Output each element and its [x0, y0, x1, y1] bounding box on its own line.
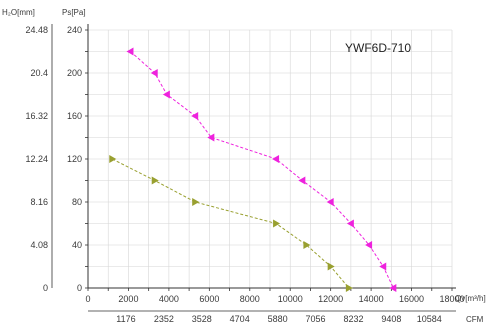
chart-title: YWF6D-710 — [345, 41, 411, 55]
x2-tick-label: 4704 — [230, 314, 250, 324]
series-2-point — [327, 262, 335, 271]
y-tick-label: 200 — [67, 68, 82, 78]
y-tick-label: 80 — [72, 197, 82, 207]
x2-axis-label: CFM — [466, 315, 484, 324]
series-1-point — [346, 219, 354, 228]
y2-tick-label: 8.16 — [30, 197, 48, 207]
y-tick-label: 40 — [72, 240, 82, 250]
x2-tick-label: 3528 — [192, 314, 212, 324]
axes — [51, 24, 456, 312]
series-2-point — [345, 284, 353, 292]
y2-tick-label: 24.48 — [25, 25, 48, 35]
y-axis-label: Ps[Pa] — [62, 8, 86, 17]
x-tick-label: 12000 — [318, 294, 343, 304]
y-tick-label: 0 — [77, 283, 82, 293]
x2-tick-label: 5880 — [268, 314, 288, 324]
series-2-point — [151, 176, 159, 185]
series-1-point — [150, 69, 158, 77]
series-1-point — [126, 47, 134, 56]
series-line-1 — [130, 51, 394, 289]
y-tick-label: 120 — [67, 154, 82, 164]
x2-tick-label: 10584 — [417, 314, 442, 324]
x-tick-label: 0 — [85, 294, 90, 304]
y2-tick-label: 4.08 — [30, 240, 48, 250]
series-layer — [109, 47, 397, 292]
series-2-point — [273, 219, 281, 228]
series-1-point — [389, 284, 397, 292]
x-tick-label: 4000 — [159, 294, 179, 304]
x2-tick-label: 2352 — [154, 314, 174, 324]
x-tick-label: 6000 — [199, 294, 219, 304]
series-1-point — [379, 262, 387, 271]
x-tick-label: 18000 — [439, 294, 464, 304]
x2-tick-label: 9408 — [381, 314, 401, 324]
x2-tick-label: 7056 — [306, 314, 326, 324]
x-tick-label: 16000 — [399, 294, 424, 304]
x-tick-label: 10000 — [278, 294, 303, 304]
y-tick-label: 240 — [67, 25, 82, 35]
x-tick-label: 2000 — [118, 294, 138, 304]
labels: 0 2000 4000 6000 8000 10000 12000 14000 16000 180… — [25, 25, 464, 324]
series-1-point — [326, 198, 334, 206]
y2-tick-label: 0 — [43, 283, 48, 293]
grid — [87, 29, 453, 289]
y2-tick-label: 12.24 — [25, 154, 48, 164]
series-1-point — [298, 176, 306, 185]
x-axis-label: Qv[m³/h] — [455, 294, 486, 303]
y2-axis-label: H₂O[mm] — [2, 8, 35, 17]
series-1-point — [191, 112, 199, 120]
series-1-point — [272, 155, 280, 163]
x2-tick-label: 8232 — [343, 314, 363, 324]
series-2-point — [192, 198, 200, 206]
x-tick-label: 14000 — [359, 294, 384, 304]
series-1-point — [162, 90, 170, 99]
series-2-point — [109, 155, 117, 163]
x-tick-label: 8000 — [240, 294, 260, 304]
x2-tick-label: 1176 — [116, 314, 135, 324]
y2-tick-label: 20.4 — [30, 68, 48, 78]
y-tick-label: 160 — [67, 111, 82, 121]
y2-tick-label: 16.32 — [25, 111, 48, 121]
series-1-point — [365, 241, 373, 249]
series-2-point — [303, 241, 311, 249]
series-1-point — [207, 133, 215, 142]
